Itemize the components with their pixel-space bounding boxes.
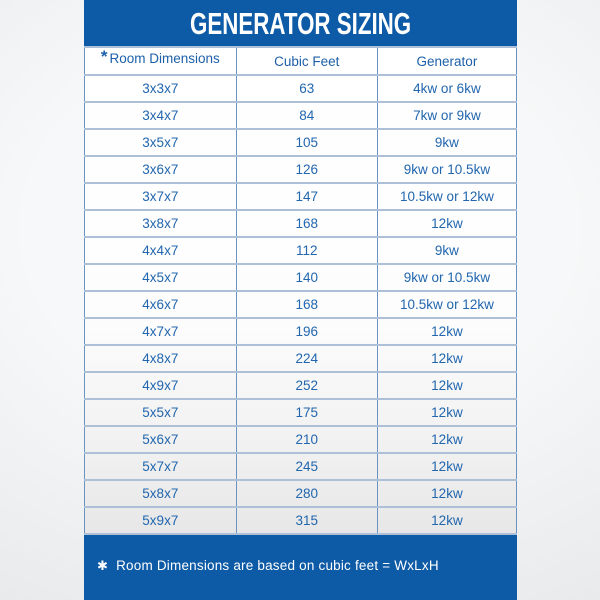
table-row: 3x8x7 168 12kw (84, 209, 518, 238)
table-body: 3x3x7 63 4kw or 6kw 3x4x7 84 7kw or 9kw … (84, 74, 518, 535)
cell-room-dimensions: 5x9x7 (84, 506, 237, 535)
poster-title: GENERATOR SIZING (189, 6, 412, 41)
cell-generator: 12kw (376, 209, 518, 238)
cell-cubic-feet: 252 (235, 371, 378, 400)
column-header-generator: Generator (376, 46, 518, 76)
table-row: 5x5x7 175 12kw (84, 398, 518, 427)
table-row: 3x3x7 63 4kw or 6kw (84, 74, 518, 103)
cell-generator: 7kw or 9kw (376, 101, 518, 130)
table-row: 5x9x7 315 12kw (84, 506, 518, 535)
cell-room-dimensions: 4x7x7 (84, 317, 237, 346)
cell-generator: 10.5kw or 12kw (376, 290, 518, 319)
cell-generator: 12kw (376, 344, 518, 373)
table-row: 4x7x7 196 12kw (84, 317, 518, 346)
cell-cubic-feet: 196 (235, 317, 378, 346)
column-header-cubic-feet: Cubic Feet (235, 46, 378, 76)
table-row: 4x5x7 140 9kw or 10.5kw (84, 263, 518, 292)
cell-room-dimensions: 3x8x7 (84, 209, 237, 238)
table-row: 3x5x7 105 9kw (84, 128, 518, 157)
cell-cubic-feet: 112 (235, 236, 378, 265)
cell-cubic-feet: 168 (235, 209, 378, 238)
footnote-text: Room Dimensions are based on cubic feet … (116, 558, 439, 573)
cell-room-dimensions: 5x5x7 (84, 398, 237, 427)
cell-generator: 12kw (376, 479, 518, 508)
cell-cubic-feet: 210 (235, 425, 378, 454)
cell-room-dimensions: 4x5x7 (84, 263, 237, 292)
cell-cubic-feet: 175 (235, 398, 378, 427)
generator-sizing-table: * Room Dimensions Cubic Feet Generator 3x… (84, 46, 518, 535)
cell-generator: 12kw (376, 425, 518, 454)
cell-generator: 12kw (376, 398, 518, 427)
cell-cubic-feet: 224 (235, 344, 378, 373)
cell-cubic-feet: 105 (235, 128, 378, 157)
cell-generator: 4kw or 6kw (376, 74, 518, 103)
table-row: 4x6x7 168 10.5kw or 12kw (84, 290, 518, 319)
cell-room-dimensions: 3x4x7 (84, 101, 237, 130)
cell-room-dimensions: 5x8x7 (84, 479, 237, 508)
asterisk-marker: * (100, 47, 108, 66)
cell-generator: 9kw or 10.5kw (376, 263, 518, 292)
footnote: ✱ Room Dimensions are based on cubic feet… (84, 535, 517, 574)
column-header-label: Room Dimensions (109, 51, 220, 66)
generator-sizing-poster: GENERATOR SIZING * Room Dimensions Cubic … (84, 0, 518, 600)
table-row: 4x8x7 224 12kw (84, 344, 518, 373)
cell-generator: 9kw or 10.5kw (376, 155, 518, 184)
cell-generator: 9kw (376, 236, 518, 265)
table-row: 3x7x7 147 10.5kw or 12kw (84, 182, 518, 211)
cell-cubic-feet: 168 (235, 290, 378, 319)
cell-generator: 9kw (376, 128, 518, 157)
cell-room-dimensions: 4x6x7 (84, 290, 237, 319)
asterisk-marker: ✱ (97, 558, 109, 573)
table-row: 3x6x7 126 9kw or 10.5kw (84, 155, 518, 184)
cell-generator: 12kw (376, 317, 518, 346)
table-row: 5x8x7 280 12kw (84, 479, 518, 508)
cell-cubic-feet: 147 (235, 182, 378, 211)
cell-cubic-feet: 84 (235, 101, 378, 130)
column-header-label: Generator (416, 53, 478, 69)
title-band: GENERATOR SIZING (84, 0, 517, 46)
cell-generator: 12kw (376, 506, 518, 535)
cell-room-dimensions: 5x7x7 (84, 452, 237, 481)
cell-cubic-feet: 315 (235, 506, 378, 535)
column-header-room-dimensions: * Room Dimensions (84, 46, 237, 76)
cell-room-dimensions: 3x7x7 (84, 182, 237, 211)
cell-cubic-feet: 280 (235, 479, 378, 508)
cell-room-dimensions: 3x3x7 (84, 74, 237, 103)
cell-cubic-feet: 140 (235, 263, 378, 292)
cell-room-dimensions: 4x8x7 (84, 344, 237, 373)
cell-room-dimensions: 3x6x7 (84, 155, 237, 184)
table-row: 5x7x7 245 12kw (84, 452, 518, 481)
table-header-row: * Room Dimensions Cubic Feet Generator (84, 46, 518, 76)
table-row: 4x4x7 112 9kw (84, 236, 518, 265)
cell-generator: 10.5kw or 12kw (376, 182, 518, 211)
cell-cubic-feet: 63 (235, 74, 378, 103)
cell-generator: 12kw (376, 371, 518, 400)
table-row: 5x6x7 210 12kw (84, 425, 518, 454)
cell-cubic-feet: 126 (235, 155, 378, 184)
cell-room-dimensions: 5x6x7 (84, 425, 237, 454)
table-row: 4x9x7 252 12kw (84, 371, 518, 400)
table-row: 3x4x7 84 7kw or 9kw (84, 101, 518, 130)
cell-room-dimensions: 3x5x7 (84, 128, 237, 157)
cell-cubic-feet: 245 (235, 452, 378, 481)
cell-generator: 12kw (376, 452, 518, 481)
column-header-label: Cubic Feet (274, 53, 340, 69)
cell-room-dimensions: 4x4x7 (84, 236, 237, 265)
cell-room-dimensions: 4x9x7 (84, 371, 237, 400)
